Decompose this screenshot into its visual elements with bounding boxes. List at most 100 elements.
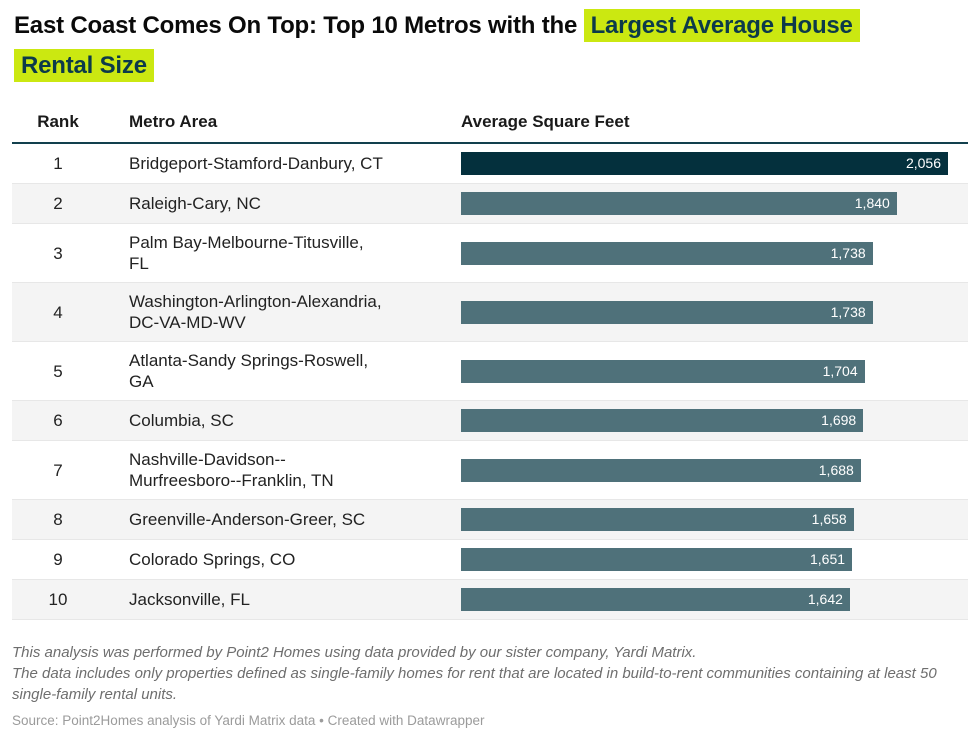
value-bar: 1,738 <box>461 241 873 265</box>
title-highlight-line2: Rental Size <box>14 49 154 82</box>
bar-value-label: 1,651 <box>810 551 846 567</box>
metro-cell: Palm Bay-Melbourne-Titusville, FL <box>104 232 455 274</box>
table-row: 7 Nashville-Davidson-- Murfreesboro--Fran… <box>12 441 968 500</box>
bar-cell: 2,056 <box>455 152 968 175</box>
bar-value-label: 1,698 <box>821 412 857 428</box>
bar-cell: 1,658 <box>455 508 968 531</box>
bar-cell: 1,642 <box>455 588 968 611</box>
header-rank: Rank <box>37 112 79 131</box>
bar-track: 1,651 <box>461 548 948 571</box>
value-bar: 1,688 <box>461 458 861 482</box>
rank-cell: 2 <box>53 194 63 213</box>
value-bar: 1,738 <box>461 300 873 324</box>
page-title: East Coast Comes On Top: Top 10 Metros w… <box>14 6 968 86</box>
metro-cell: Raleigh-Cary, NC <box>104 193 455 214</box>
bar-cell: 1,738 <box>455 300 968 324</box>
source-link[interactable]: Point2Homes analysis of Yardi Matrix dat… <box>62 713 316 728</box>
metro-name-line: FL <box>129 254 149 273</box>
value-bar: 1,698 <box>461 409 864 432</box>
table-row: 10 Jacksonville, FL 1,642 <box>12 580 968 620</box>
table-row: 2 Raleigh-Cary, NC 1,840 <box>12 184 968 224</box>
metro-name-line: DC-VA-MD-WV <box>129 313 246 332</box>
rank-cell: 9 <box>53 550 63 569</box>
metro-name-line: Raleigh-Cary, NC <box>129 194 261 213</box>
chart-notes: This analysis was performed by Point2 Ho… <box>12 642 968 705</box>
metro-name-line: Palm Bay-Melbourne-Titusville, <box>129 233 364 252</box>
rank-cell: 7 <box>53 460 63 480</box>
rank-cell: 10 <box>48 590 68 609</box>
metro-cell: Colorado Springs, CO <box>104 549 455 570</box>
bar-track: 1,698 <box>461 409 948 432</box>
title-highlight-line1: Largest Average House <box>583 9 860 42</box>
value-bar: 2,056 <box>461 152 948 175</box>
rank-cell: 4 <box>53 302 63 322</box>
bar-track: 1,738 <box>461 300 948 324</box>
bar-value-label: 1,738 <box>830 244 866 261</box>
metro-name-line: Columbia, SC <box>129 411 234 430</box>
metros-table: Rank Metro Area Average Square Feet 1 Br… <box>12 106 968 620</box>
table-row: 6 Columbia, SC 1,698 <box>12 401 968 441</box>
source-separator: • <box>315 713 328 728</box>
header-metro: Metro Area <box>129 112 218 131</box>
metro-cell: Washington-Arlington-Alexandria, DC-VA-MD… <box>104 291 455 333</box>
metro-name-line: Colorado Springs, CO <box>129 550 296 569</box>
title-text: East Coast Comes On Top: Top 10 Metros w… <box>14 12 578 39</box>
value-bar: 1,658 <box>461 508 854 531</box>
table-row: 4 Washington-Arlington-Alexandria, DC-VA-… <box>12 283 968 342</box>
metro-name-line: Atlanta-Sandy Springs-Roswell, <box>129 351 369 370</box>
bar-track: 1,738 <box>461 241 948 265</box>
rank-cell: 3 <box>53 243 63 263</box>
bar-cell: 1,738 <box>455 241 968 265</box>
metro-name-line: Murfreesboro--Franklin, TN <box>129 471 334 490</box>
table-row: 5 Atlanta-Sandy Springs-Roswell, GA 1,704 <box>12 342 968 401</box>
bar-cell: 1,840 <box>455 192 968 215</box>
bar-cell: 1,651 <box>455 548 968 571</box>
note-line-1: This analysis was performed by Point2 Ho… <box>12 644 697 661</box>
metro-name-line: Nashville-Davidson-- <box>129 450 286 469</box>
bar-track: 1,642 <box>461 588 948 611</box>
metro-name-line: Greenville-Anderson-Greer, SC <box>129 510 366 529</box>
bar-track: 1,688 <box>461 458 948 482</box>
bar-value-label: 1,658 <box>811 511 847 527</box>
header-value: Average Square Feet <box>461 112 630 131</box>
metro-cell: Greenville-Anderson-Greer, SC <box>104 509 455 530</box>
bar-track: 1,704 <box>461 359 948 383</box>
bar-value-label: 1,840 <box>854 195 890 211</box>
bar-track: 1,840 <box>461 192 948 215</box>
source-label: Source: <box>12 713 63 728</box>
datawrapper-credit-link[interactable]: Created with Datawrapper <box>327 713 485 728</box>
bar-cell: 1,698 <box>455 409 968 432</box>
metro-cell: Bridgeport-Stamford-Danbury, CT <box>104 153 455 174</box>
rank-cell: 8 <box>53 510 63 529</box>
metro-name-line: Jacksonville, FL <box>129 590 250 609</box>
table-row: 3 Palm Bay-Melbourne-Titusville, FL 1,738 <box>12 224 968 283</box>
bar-value-label: 1,738 <box>830 303 866 320</box>
bar-value-label: 1,704 <box>822 362 858 379</box>
rank-cell: 5 <box>53 361 63 381</box>
bar-cell: 1,688 <box>455 458 968 482</box>
metro-cell: Jacksonville, FL <box>104 589 455 610</box>
table-row: 9 Colorado Springs, CO 1,651 <box>12 540 968 580</box>
table-header-row: Rank Metro Area Average Square Feet <box>12 106 968 144</box>
table-row: 1 Bridgeport-Stamford-Danbury, CT 2,056 <box>12 144 968 184</box>
bar-value-label: 1,688 <box>818 461 854 478</box>
metro-cell: Atlanta-Sandy Springs-Roswell, GA <box>104 350 455 392</box>
value-bar: 1,642 <box>461 588 850 611</box>
rank-cell: 1 <box>53 154 63 173</box>
value-bar: 1,840 <box>461 192 897 215</box>
bar-track: 2,056 <box>461 152 948 175</box>
value-bar: 1,704 <box>461 359 865 383</box>
bar-value-label: 1,642 <box>807 591 843 607</box>
bar-track: 1,658 <box>461 508 948 531</box>
source-line: Source: Point2Homes analysis of Yardi Ma… <box>12 712 968 730</box>
metro-name-line: GA <box>129 372 154 391</box>
table-body: 1 Bridgeport-Stamford-Danbury, CT 2,056 … <box>12 144 968 620</box>
metro-cell: Columbia, SC <box>104 410 455 431</box>
metro-name-line: Washington-Arlington-Alexandria, <box>129 292 382 311</box>
table-row: 8 Greenville-Anderson-Greer, SC 1,658 <box>12 500 968 540</box>
value-bar: 1,651 <box>461 548 853 571</box>
bar-value-label: 2,056 <box>905 155 941 171</box>
metro-cell: Nashville-Davidson-- Murfreesboro--Frankl… <box>104 449 455 491</box>
bar-cell: 1,704 <box>455 359 968 383</box>
